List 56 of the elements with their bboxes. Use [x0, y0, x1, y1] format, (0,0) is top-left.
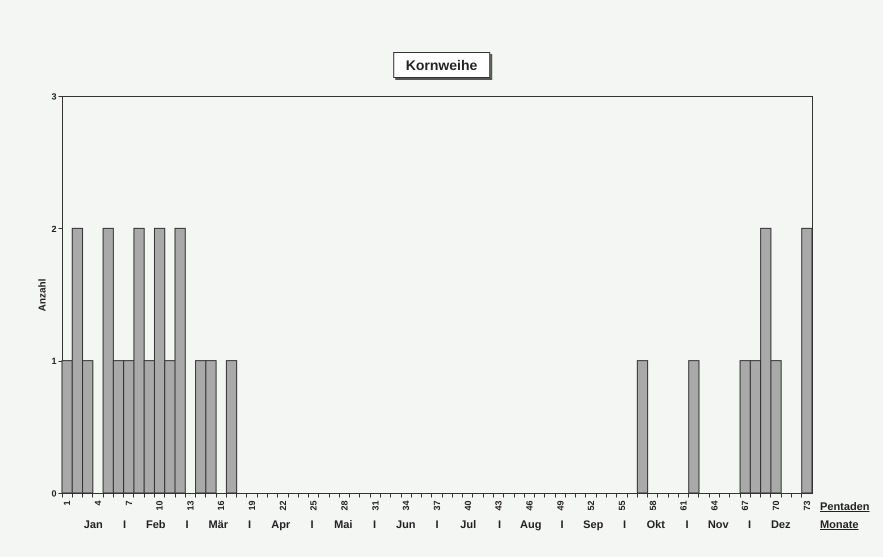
x-tick-label: 13 [185, 500, 196, 511]
text: I [122, 519, 126, 531]
x-tick-label: 52 [586, 500, 596, 511]
text: Mär [208, 519, 228, 531]
x-axis-title: Pentaden [820, 501, 870, 513]
x-tick-label: 70 [771, 500, 782, 511]
text: Dez [770, 519, 791, 531]
x-tick-label: 73 [802, 500, 812, 511]
y-tick-label: 3 [51, 92, 56, 102]
x-tick-label: 67 [740, 500, 750, 511]
y-tick-label: 1 [51, 356, 56, 366]
x-tick-label: 43 [494, 500, 504, 511]
x-tick-label: 58 [648, 500, 658, 511]
text: Feb [146, 519, 166, 531]
text: I [748, 519, 752, 531]
x-tick-label: 28 [340, 500, 350, 511]
x-tick-label: 34 [401, 500, 412, 511]
text: I [560, 519, 564, 531]
text: Sep [583, 519, 604, 531]
x-tick-label: 55 [616, 500, 627, 511]
text: Monate [820, 519, 858, 531]
x-tick-label: 37 [432, 500, 442, 511]
x-tick-label: 22 [278, 500, 288, 511]
text: I [498, 519, 502, 531]
x-tick-label: 16 [216, 500, 226, 511]
text: Okt [646, 519, 665, 531]
text: Jun [396, 519, 416, 531]
text: I [435, 519, 439, 531]
chart-title: Kornweihe [392, 52, 490, 78]
text: I [685, 519, 689, 531]
x-tick-label: 25 [308, 500, 319, 511]
x-tick-label: 61 [678, 500, 689, 511]
text: I [310, 519, 314, 531]
x-tick-label: 31 [370, 500, 380, 511]
text: I [622, 519, 626, 531]
x-tick-label: 49 [555, 500, 566, 511]
y-tick-label: 0 [51, 488, 56, 498]
text: Jul [460, 519, 476, 531]
x-tick-label: 1 [62, 500, 72, 506]
x-tick-label: 7 [124, 500, 134, 506]
x-tick-label: 46 [524, 500, 534, 511]
y-tick-label: 2 [51, 224, 56, 234]
text: Nov [708, 519, 729, 531]
text: Aug [520, 519, 542, 531]
x-tick-label: 10 [154, 500, 165, 511]
text: I [248, 519, 252, 531]
text: Apr [271, 519, 290, 531]
x-tick-label: 64 [709, 500, 720, 511]
y-axis-title: Anzahl [37, 278, 48, 312]
text: I [185, 519, 189, 531]
text: Mai [334, 519, 352, 531]
x-tick-label: 19 [247, 500, 258, 511]
x-tick-label: 4 [92, 500, 103, 506]
text: Jan [84, 519, 103, 531]
text: I [372, 519, 376, 531]
x-tick-label: 40 [462, 500, 473, 511]
